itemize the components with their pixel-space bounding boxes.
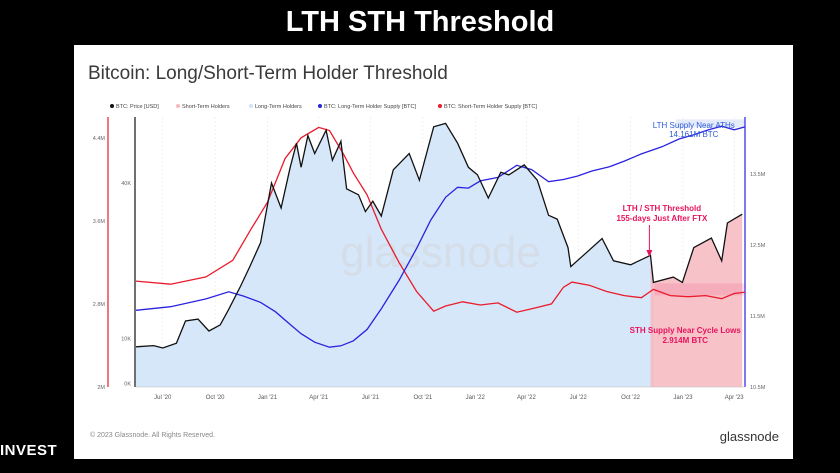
x-tick-label: Apr '22 xyxy=(517,395,536,401)
price-axis-tick-label: 0K xyxy=(124,382,131,388)
x-tick-label: Jan '23 xyxy=(673,395,693,401)
sth-supply-line xyxy=(135,126,746,313)
x-tick-label: Jul '20 xyxy=(154,395,172,401)
lth-axis-tick-label: 11.5M xyxy=(750,314,765,320)
legend-marker xyxy=(438,104,442,108)
x-tick-label: Jul '22 xyxy=(570,395,588,401)
x-tick-label: Jan '22 xyxy=(466,395,486,401)
sth-axis-tick-label: 2M xyxy=(97,385,105,391)
lth-axis-tick-label: 12.5M xyxy=(750,243,766,249)
chart-svg: glassnode 2M 2.8M 3.6M 4.4M 0K 10K 40K 10.5M 11.5… xyxy=(93,104,766,401)
price-axis-tick-label: 10K xyxy=(121,337,131,343)
slide-title: LTH STH Threshold xyxy=(285,6,555,38)
sth-axis-tick-label: 3.6M xyxy=(93,219,106,225)
legend-marker xyxy=(110,104,114,108)
lth-annotation-line1: LTH Supply Near ATHs xyxy=(653,121,735,130)
x-tick-label: Apr '21 xyxy=(309,395,328,401)
watermark-text: glassnode xyxy=(340,228,541,277)
legend-entry: Short-Term Holders xyxy=(182,104,230,110)
x-tick-label: Oct '22 xyxy=(621,395,640,401)
x-tick-label: Oct '21 xyxy=(413,395,432,401)
sth-highlight-box xyxy=(654,283,745,296)
sth-annotation-line1: STH Supply Near Cycle Lows xyxy=(630,326,742,335)
legend-entry: BTC: Short-Term Holder Supply [BTC] xyxy=(444,104,537,110)
legend-entry: BTC: Long-Term Holder Supply [BTC] xyxy=(324,104,416,110)
threshold-annotation-line2: 155-days Just After FTX xyxy=(616,214,708,223)
sth-area xyxy=(650,214,743,387)
chart-title: Bitcoin: Long/Short-Term Holder Threshol… xyxy=(88,63,448,84)
x-tick-label: Oct '20 xyxy=(206,395,225,401)
x-tick-label: Apr '23 xyxy=(725,395,744,401)
price-axis-tick-label: 40K xyxy=(121,181,131,187)
lth-axis-tick-label: 10.5M xyxy=(750,385,766,391)
x-tick-label: Jul '21 xyxy=(362,395,380,401)
legend-marker xyxy=(249,104,253,108)
sth-axis-tick-label: 4.4M xyxy=(93,136,106,142)
legend-marker xyxy=(176,104,180,108)
legend-entry: BTC: Price [USD] xyxy=(116,104,159,110)
threshold-arrow-head xyxy=(646,250,653,257)
legend-entry: Long-Term Holders xyxy=(255,104,302,110)
glassnode-logo: glassnode xyxy=(719,429,779,444)
lth-highlight-box xyxy=(676,119,745,128)
lth-supply-line xyxy=(135,125,746,348)
sth-axis-tick-label: 2.8M xyxy=(93,302,106,308)
threshold-annotation-line1: LTH / STH Threshold xyxy=(623,204,702,213)
copyright-text: © 2023 Glassnode. All Rights Reserved. xyxy=(90,432,216,439)
x-tick-label: Jan '21 xyxy=(258,395,278,401)
legend-marker xyxy=(318,104,322,108)
bottom-brand-text: INVEST xyxy=(0,442,58,459)
lth-axis-tick-label: 13.5M xyxy=(750,172,766,178)
btc-price-line xyxy=(135,122,743,349)
lth-annotation-line2: 14.161M BTC xyxy=(669,130,719,139)
chart-card: Bitcoin: Long/Short-Term Holder Threshol… xyxy=(74,45,793,459)
sth-annotation-line2: 2.914M BTC xyxy=(663,336,709,345)
